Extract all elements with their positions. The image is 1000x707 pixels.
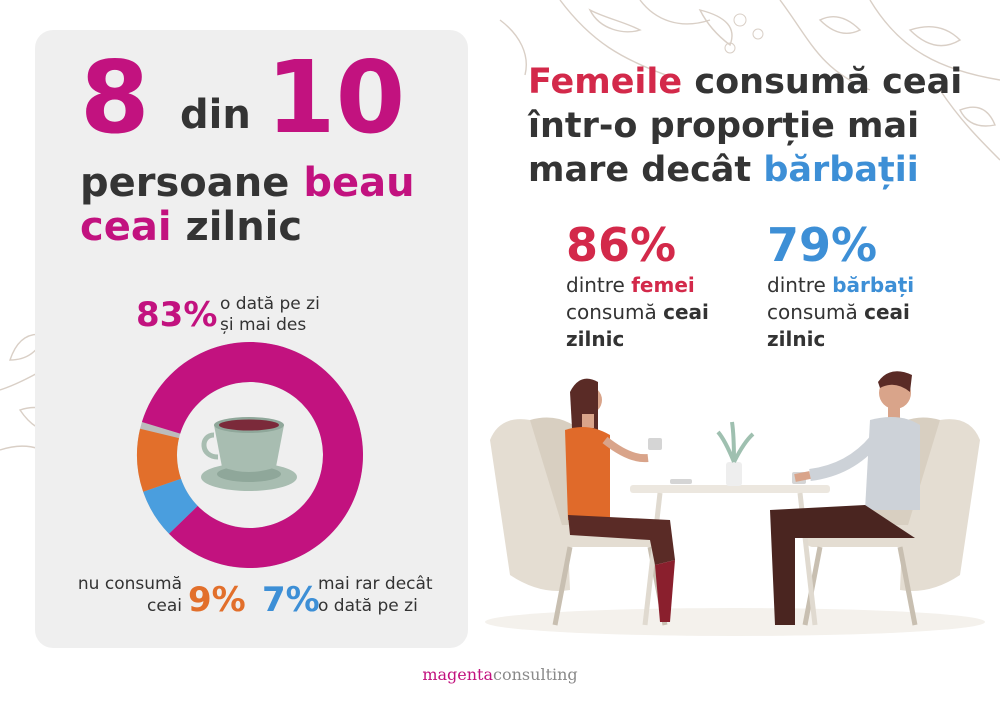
women-ceai: ceai <box>663 300 709 324</box>
women-dintre: dintre <box>566 273 632 297</box>
cafe-illustration <box>485 371 985 636</box>
label-7-text-2: o dată pe zi <box>318 596 418 616</box>
women-consuma: consumă <box>566 300 664 324</box>
women-zilnic: zilnic <box>566 327 625 351</box>
donut-slice-83 <box>141 342 363 568</box>
men-consuma: consumă <box>767 300 865 324</box>
headline-number-10: 10 <box>266 39 406 156</box>
label-83-text-2: și mai des <box>220 315 307 335</box>
donut-slice-7 <box>143 478 198 534</box>
label-9-text-1: nu consumă <box>77 574 182 594</box>
brand-magenta: magenta <box>422 665 494 684</box>
men-zilnic: zilnic <box>767 327 826 351</box>
headline-ceai: ceai <box>80 204 172 250</box>
botanical-decoration-top <box>499 0 1000 161</box>
label-7-pct: 7% <box>262 580 320 620</box>
women-pct: 86% <box>566 218 677 272</box>
title-line1-rest: consumă ceai <box>682 62 963 102</box>
men-pct: 79% <box>767 218 878 272</box>
brand-consulting: consulting <box>493 665 578 684</box>
headline-persoane: persoane <box>80 160 290 206</box>
title-line3-a: mare decât <box>528 150 764 190</box>
title-femeile: Femeile <box>528 62 683 102</box>
women-text: dintre femei consumă ceai zilnic <box>566 272 709 353</box>
title-barbatii: bărbații <box>763 150 919 190</box>
headline-line-2: persoane beau <box>80 163 415 203</box>
tea-cup-icon <box>201 417 297 491</box>
men-text: dintre bărbați consumă ceai zilnic <box>767 272 914 353</box>
donut-chart <box>137 342 363 568</box>
right-title-line-2: într-o proporție mai <box>528 106 920 146</box>
label-83-pct: 83% <box>136 295 218 335</box>
men-barbati: bărbați <box>832 273 915 297</box>
headline-beau: beau <box>303 160 415 206</box>
label-9-text-2: ceai <box>147 596 182 616</box>
label-7-text-1: mai rar decât <box>318 574 433 594</box>
headline-zilnic: zilnic <box>185 204 303 250</box>
women-femei: femei <box>631 273 695 297</box>
right-title: Femeile consumă ceai într-o proporție ma… <box>528 60 962 192</box>
headline-line-3: ceai zilnic <box>80 207 302 247</box>
right-title-line-3: mare decât bărbații <box>528 148 962 192</box>
brand-logo: magentaconsulting <box>0 665 1000 684</box>
right-title-line-1: Femeile consumă ceai <box>528 60 962 104</box>
headline-number-8: 8 <box>80 39 150 156</box>
label-9-pct: 9% <box>188 580 246 620</box>
men-dintre: dintre <box>767 273 833 297</box>
men-ceai: ceai <box>864 300 910 324</box>
headline-din: din <box>180 92 251 138</box>
label-83-text-1: o dată pe zi <box>220 294 320 314</box>
donut-slice-9 <box>137 428 181 492</box>
